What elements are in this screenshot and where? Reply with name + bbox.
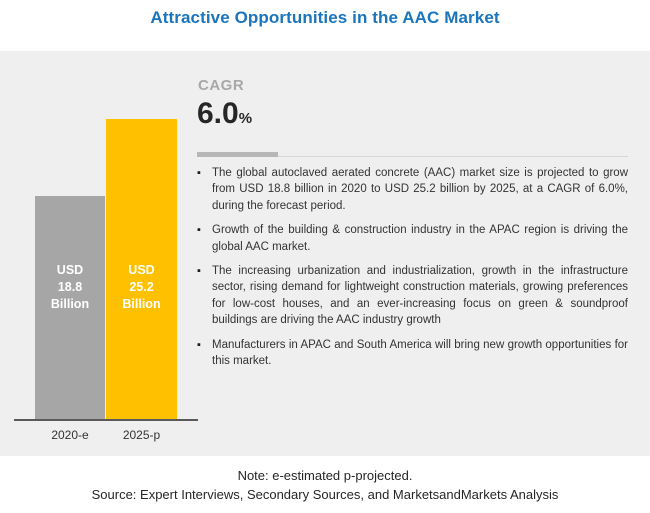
divider-line	[197, 152, 628, 157]
bar-label-line: USD	[56, 263, 84, 277]
bar-2025-value-label: USD 25.2 Billion	[106, 262, 177, 313]
divider-accent	[197, 152, 278, 157]
bar-chart: USD 18.8 Billion USD 25.2 Billion 2020-e…	[0, 51, 198, 456]
bullet-list: The global autoclaved aerated concrete (…	[197, 165, 628, 377]
bar-2020-value-label: USD 18.8 Billion	[35, 262, 105, 313]
cagr-value: 6.0%	[197, 98, 252, 135]
bullet-item: The increasing urbanization and industri…	[197, 263, 628, 329]
x-tick-2020: 2020-e	[51, 428, 89, 442]
bar-label-line: Billion	[50, 297, 90, 311]
cagr-label: CAGR	[198, 77, 245, 94]
page-title: Attractive Opportunities in the AAC Mark…	[150, 8, 500, 27]
content-panel: USD 18.8 Billion USD 25.2 Billion 2020-e…	[0, 51, 650, 456]
bar-label-line: Billion	[122, 297, 161, 311]
cagr-number: 6.0	[197, 97, 239, 130]
bar-2020: USD 18.8 Billion	[35, 196, 105, 420]
note-text: Note: e-estimated p-projected.	[237, 468, 413, 483]
bar-label-line: USD	[128, 263, 155, 277]
source-text: Source: Expert Interviews, Secondary Sou…	[91, 487, 559, 502]
bullet-item: The global autoclaved aerated concrete (…	[197, 165, 628, 214]
bullet-item: Growth of the building & construction in…	[197, 222, 628, 255]
bar-label-line: 25.2	[129, 280, 154, 294]
x-axis-line	[14, 419, 198, 421]
percent-sign: %	[238, 110, 253, 127]
bullet-item: Manufacturers in APAC and South America …	[197, 337, 628, 370]
x-tick-2025: 2025-p	[122, 428, 161, 442]
bar-label-line: 18.8	[57, 280, 83, 294]
bar-2025: USD 25.2 Billion	[106, 119, 177, 420]
